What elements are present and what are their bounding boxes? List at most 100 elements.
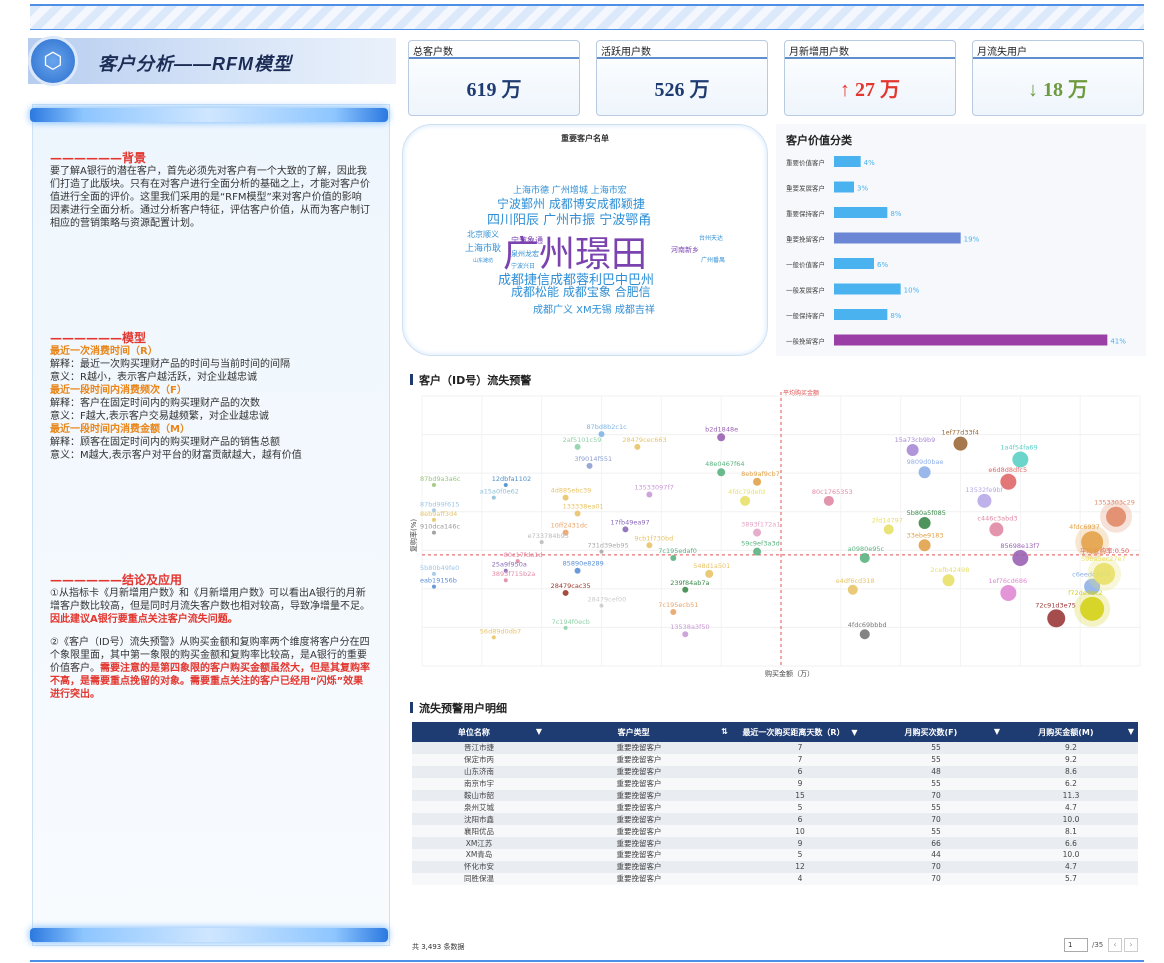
scatter-point[interactable] [1081, 531, 1104, 554]
scatter-point[interactable] [859, 629, 870, 640]
scatter-point[interactable] [503, 482, 508, 487]
scatter-point[interactable] [717, 433, 726, 442]
scatter-point[interactable] [598, 431, 605, 438]
scatter-point[interactable] [906, 444, 919, 456]
scatter-point[interactable] [431, 482, 436, 487]
scatter-point[interactable] [634, 443, 641, 450]
scatter-point[interactable] [563, 625, 568, 630]
bar[interactable] [834, 181, 854, 193]
scatter-point[interactable] [953, 436, 968, 451]
scatter-point[interactable] [646, 542, 653, 549]
scatter-point[interactable] [1084, 578, 1101, 595]
table-row[interactable]: 怀化市安 重要挽留客户 12 70 4.7 [412, 860, 1138, 873]
sort-icon[interactable]: ⇅ [721, 726, 728, 736]
scatter-point[interactable] [682, 631, 689, 638]
scatter-point[interactable] [431, 530, 436, 535]
bar[interactable] [834, 309, 888, 320]
scatter-point[interactable] [989, 522, 1004, 537]
col-header-unit[interactable]: 单位名称 ▼ [412, 722, 546, 742]
col-header-m[interactable]: 月购买金额(M) ▼ [1004, 722, 1138, 742]
table-row[interactable]: 山东济南 重要挽留客户 6 48 8.6 [412, 765, 1138, 778]
bar[interactable] [834, 334, 1108, 346]
table-row[interactable]: XM江苏 重要挽留客户 9 66 6.6 [412, 837, 1138, 850]
scatter-point[interactable] [918, 466, 931, 479]
table-row[interactable]: 鞍山市韶 重要挽留客户 15 70 11.3 [412, 789, 1138, 802]
caret-down-icon[interactable]: ▼ [993, 726, 1000, 736]
scatter-point[interactable] [918, 517, 931, 530]
scatter-point[interactable] [1000, 584, 1017, 601]
table-row[interactable]: 襄阳优品 重要挽留客户 10 55 8.1 [412, 825, 1138, 838]
table-row[interactable]: 沈阳市鑫 重要挽留客户 6 70 10.0 [412, 813, 1138, 826]
scatter-point[interactable] [586, 462, 593, 469]
scatter-point[interactable] [1000, 473, 1017, 490]
scatter-point[interactable] [539, 540, 544, 545]
table-row[interactable]: 同胜保温 重要挽留客户 4 70 5.7 [412, 872, 1138, 885]
scatter-point[interactable] [431, 584, 436, 589]
scatter-point[interactable] [574, 510, 581, 517]
scatter-point[interactable] [1106, 506, 1127, 527]
col-header-r[interactable]: 最近一次购买距离天数（R） ▼ [732, 722, 868, 742]
scatter-point[interactable] [431, 517, 436, 522]
scatter-point[interactable] [599, 549, 604, 554]
scatter-point[interactable] [574, 567, 581, 574]
scatter-point[interactable] [942, 574, 955, 587]
scatter-point[interactable] [1012, 550, 1029, 566]
scatter-point[interactable] [515, 559, 520, 564]
caret-down-icon[interactable]: ▼ [535, 726, 542, 736]
scatter-point[interactable] [753, 477, 762, 486]
table-row[interactable]: XM青岛 重要挽留客户 5 44 10.0 [412, 849, 1138, 861]
scatter-point[interactable] [859, 553, 870, 563]
bar[interactable] [834, 258, 874, 269]
scatter-point[interactable] [682, 586, 689, 593]
page-input[interactable]: 1 [1064, 938, 1088, 952]
scatter-point[interactable] [431, 571, 436, 576]
scatter-point[interactable] [753, 528, 762, 537]
scatter-point[interactable] [823, 495, 834, 506]
scatter-point[interactable] [1093, 562, 1116, 585]
wordcloud-word: 宁波象通 [511, 236, 543, 245]
scatter-point[interactable] [977, 493, 992, 508]
scatter-point[interactable] [1012, 451, 1029, 468]
scatter-point[interactable] [670, 555, 677, 561]
scatter-point[interactable] [753, 547, 762, 556]
scatter-point[interactable] [503, 578, 508, 583]
prev-page-icon[interactable]: ‹ [1108, 938, 1122, 952]
scatter-point[interactable] [599, 603, 604, 608]
bar[interactable] [834, 283, 901, 295]
table-row[interactable]: 保定市丙 重要挽留客户 7 55 9.2 [412, 753, 1138, 766]
scatter-point[interactable] [431, 508, 436, 513]
scatter-point[interactable] [717, 468, 726, 477]
scatter-point[interactable] [918, 539, 931, 552]
scatter-point[interactable] [847, 584, 858, 595]
next-page-icon[interactable]: › [1124, 938, 1138, 952]
scatter-point[interactable] [740, 495, 751, 506]
scatter-point[interactable] [574, 443, 581, 450]
bar[interactable] [834, 232, 961, 244]
scatter-point[interactable] [562, 589, 569, 596]
wordcloud-word: 成都广义 XM无锡 成都吉祥 [533, 305, 655, 316]
table-cell: 晋江市捷 [412, 742, 546, 754]
table-row[interactable]: 泉州艾城 重要挽留客户 5 55 4.7 [412, 801, 1138, 814]
scatter-point[interactable] [622, 526, 629, 533]
bar[interactable] [834, 207, 888, 218]
scatter-point[interactable] [1080, 596, 1105, 621]
table-row[interactable]: 南京市宇 重要挽留客户 9 55 6.2 [412, 777, 1138, 790]
scatter-point[interactable] [491, 495, 496, 500]
scatter-point[interactable] [646, 491, 653, 498]
scatter-point[interactable] [1047, 609, 1066, 628]
scatter-point[interactable] [705, 569, 714, 578]
scatter-point[interactable] [883, 524, 894, 535]
col-header-f[interactable]: 月购买次数(F) ▼ [868, 722, 1004, 742]
scatter-point[interactable] [503, 568, 508, 573]
col-header-type[interactable]: 客户类型 ⇅ [546, 722, 732, 742]
caret-down-icon[interactable]: ▼ [851, 727, 858, 737]
scatter-point[interactable] [670, 609, 677, 615]
scatter-point-label: 87bd99f615 [420, 500, 460, 508]
bar[interactable] [834, 156, 861, 167]
scatter-point[interactable] [491, 635, 496, 640]
caret-down-icon[interactable]: ▼ [1127, 726, 1134, 736]
scatter-point[interactable] [562, 494, 569, 501]
table-row[interactable]: 晋江市捷 重要挽留客户 7 55 9.2 [412, 742, 1138, 754]
table-cell: 8.6 [1004, 765, 1138, 778]
scatter-point[interactable] [562, 529, 569, 536]
